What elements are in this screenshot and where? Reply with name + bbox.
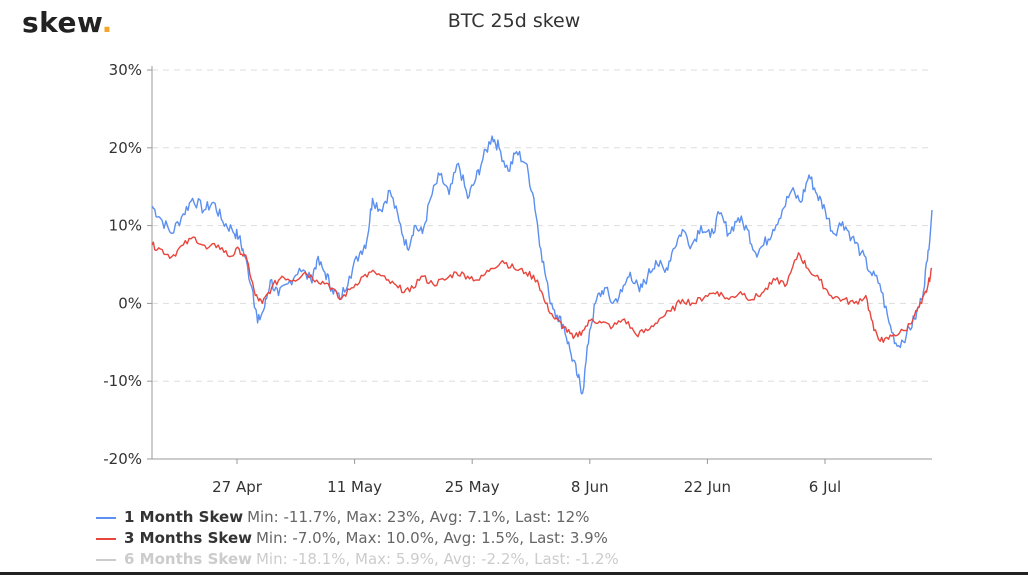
grid-layer [152, 69, 932, 382]
legend-name: 6 Months Skew [124, 550, 252, 568]
legend-name: 3 Months Skew [124, 529, 252, 547]
legend: 1 Month Skew Min: -11.7%, Max: 23%, Avg:… [96, 507, 619, 570]
x-tick-label: 25 May [445, 478, 500, 496]
legend-item-1-month[interactable]: 1 Month Skew Min: -11.7%, Max: 23%, Avg:… [96, 507, 619, 528]
legend-item-6-months[interactable]: 6 Months Skew Min: -18.1%, Max: 5.9%, Av… [96, 549, 619, 570]
series-line-3-months-skew [151, 236, 933, 343]
bottom-rule [0, 572, 1028, 575]
y-tick-label: 30% [109, 61, 142, 79]
legend-stats: Min: -18.1%, Max: 5.9%, Avg: -2.2%, Last… [255, 550, 619, 568]
logo-text: skew [22, 6, 102, 39]
skew-logo: skew. [22, 6, 113, 39]
logo-dot: . [101, 6, 113, 39]
x-tick-label: 27 Apr [212, 478, 263, 496]
legend-stats: Min: -7.0%, Max: 10.0%, Avg: 1.5%, Last:… [255, 529, 608, 547]
x-tick-label: 6 Jul [809, 478, 841, 496]
y-tick-label: -20% [103, 450, 142, 468]
legend-swatch-3-months [96, 537, 116, 540]
y-tick-label: -10% [103, 372, 142, 390]
legend-name: 1 Month Skew [124, 508, 244, 526]
x-tick-label: 11 May [327, 478, 382, 496]
y-tick-label: 20% [109, 139, 142, 157]
y-tick-label: 10% [109, 217, 142, 235]
x-tick-label: 22 Jun [684, 478, 731, 496]
legend-swatch-1-month [96, 516, 116, 519]
legend-item-3-months[interactable]: 3 Months Skew Min: -7.0%, Max: 10.0%, Av… [96, 528, 619, 549]
series-line-1-month-skew [151, 135, 933, 395]
x-tick-label: 8 Jun [571, 478, 609, 496]
y-tick-label: 0% [118, 294, 142, 312]
axis-layer [147, 66, 932, 464]
legend-stats: Min: -11.7%, Max: 23%, Avg: 7.1%, Last: … [247, 508, 590, 526]
legend-swatch-6-months [96, 558, 116, 561]
chart-title: BTC 25d skew [447, 10, 581, 32]
line-chart: 30% 20% 10% 0% -10% -20% 27 Apr 11 May 25 May 8 J… [103, 61, 933, 496]
series-layer [151, 135, 933, 395]
label-layer: 30% 20% 10% 0% -10% -20% 27 Apr 11 May 25 May 8 J… [103, 61, 841, 496]
